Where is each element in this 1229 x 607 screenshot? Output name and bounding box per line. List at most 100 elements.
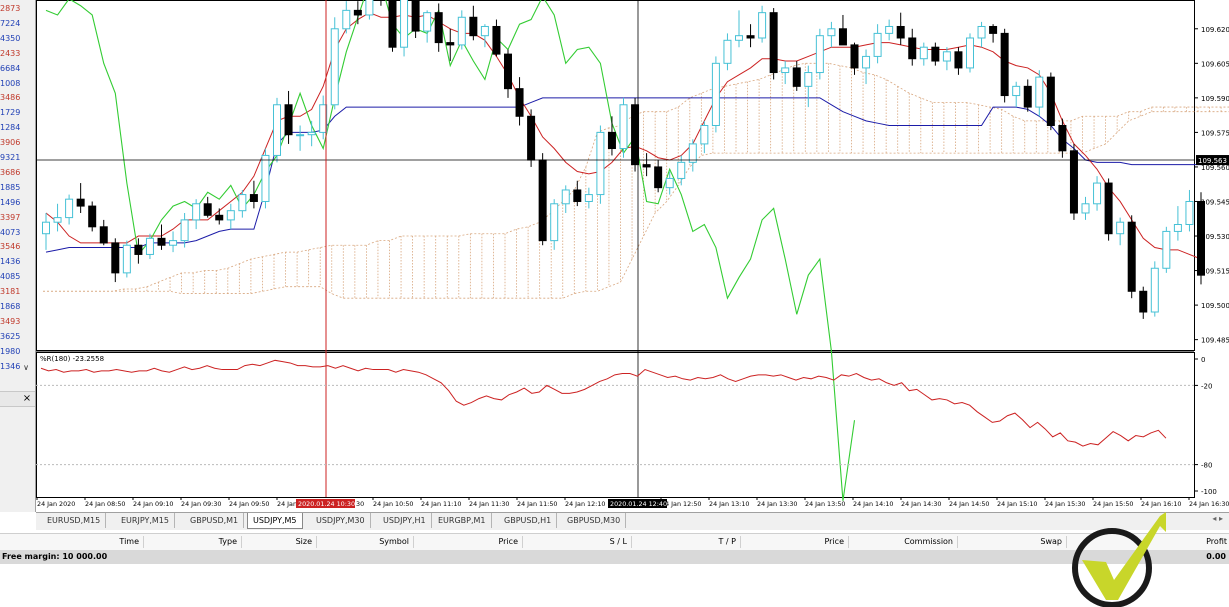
quote-value[interactable]: 1729: [0, 108, 21, 118]
crosshair-time-box-red: [296, 499, 355, 508]
column-header[interactable]: S / L: [609, 537, 627, 546]
candle-body: [954, 51, 963, 69]
quote-value[interactable]: 4085: [0, 272, 21, 282]
column-divider[interactable]: [631, 536, 632, 548]
free-margin-label: Free margin: 10 000.00: [2, 552, 108, 561]
quote-value[interactable]: 3397: [0, 212, 21, 222]
candle-body: [838, 28, 847, 46]
candle-body: [815, 35, 824, 74]
column-header[interactable]: Type: [218, 537, 237, 546]
symbol-tab[interactable]: GBPUSD,M1: [185, 513, 245, 528]
candle-body: [885, 25, 894, 34]
column-divider[interactable]: [413, 536, 414, 548]
column-header[interactable]: Price: [824, 537, 844, 546]
quote-value[interactable]: 3625: [0, 331, 21, 341]
tab-scroll-icon[interactable]: ◂ ▸: [1212, 514, 1223, 523]
quote-value[interactable]: 3493: [0, 316, 21, 326]
candle-body: [53, 217, 62, 223]
column-divider[interactable]: [316, 536, 317, 548]
symbol-tab[interactable]: EURUSD,M15: [42, 513, 107, 528]
quote-value[interactable]: 3906: [0, 138, 21, 148]
column-divider[interactable]: [522, 536, 523, 548]
y-tick-label: 109.545: [1201, 198, 1229, 206]
quote-value[interactable]: 3181: [0, 287, 21, 297]
symbol-tab[interactable]: USDJPY,H1: [378, 513, 432, 528]
candle-body: [607, 131, 616, 150]
candle-body: [76, 198, 85, 207]
quote-value[interactable]: 1980: [0, 346, 21, 356]
quote-value[interactable]: 3486: [0, 93, 21, 103]
close-icon[interactable]: ×: [22, 393, 32, 404]
candle-body: [919, 46, 928, 60]
price-marker-box: [1196, 155, 1229, 166]
x-tick-label: 24 Jan 10:50: [373, 500, 413, 508]
symbol-tab[interactable]: USDJPY,M5: [247, 513, 303, 529]
candle-body: [1023, 85, 1032, 108]
y-tick-label: 109.620: [1201, 26, 1229, 34]
column-divider[interactable]: [143, 536, 144, 548]
y-tick-label: 109.500: [1201, 302, 1229, 310]
quote-value[interactable]: 1436: [0, 257, 21, 267]
symbol-tab[interactable]: USDJPY,M30: [311, 513, 371, 528]
wpr-tick-label: 0: [1201, 356, 1205, 364]
candle-body: [873, 32, 882, 57]
quote-value[interactable]: 1346: [0, 361, 21, 371]
scroll-down-icon[interactable]: ∨: [23, 363, 29, 372]
column-divider[interactable]: [241, 536, 242, 548]
williams-r-line: [40, 359, 1167, 447]
quote-value[interactable]: 4350: [0, 33, 21, 43]
quote-value[interactable]: 3686: [0, 167, 21, 177]
candle-body: [827, 28, 836, 37]
column-divider[interactable]: [1066, 536, 1067, 548]
quote-value[interactable]: 9321: [0, 153, 21, 162]
candle-body: [400, 0, 409, 48]
candle-body: [42, 221, 50, 235]
column-header[interactable]: Profit: [1206, 537, 1227, 546]
y-tick-label: 109.575: [1201, 129, 1229, 137]
candle-body: [492, 25, 501, 55]
candle-body: [758, 12, 767, 39]
candle-body: [1012, 85, 1021, 97]
x-tick-label: 24 Jan 14:50: [949, 500, 989, 508]
candle-body: [307, 131, 316, 136]
symbol-tab[interactable]: EURGBP,M1: [433, 513, 492, 528]
column-header[interactable]: Size: [295, 537, 312, 546]
quote-value[interactable]: 1008: [0, 78, 21, 88]
candle-body: [977, 25, 986, 39]
quote-value[interactable]: 2433: [0, 48, 21, 58]
candle-body: [353, 9, 362, 16]
price-marker-label: 109.563: [1198, 157, 1227, 165]
quote-value[interactable]: 7224: [0, 18, 21, 28]
quote-value[interactable]: 1496: [0, 197, 21, 207]
column-divider[interactable]: [740, 536, 741, 548]
quote-value[interactable]: 4073: [0, 227, 21, 237]
quote-value[interactable]: 6684: [0, 63, 21, 73]
quote-value[interactable]: 1284: [0, 123, 21, 133]
candle-body: [896, 25, 905, 39]
symbol-tab[interactable]: EURJPY,M15: [116, 513, 175, 528]
candle-body: [654, 166, 663, 189]
price-chart[interactable]: 109.620109.605109.590109.575109.560109.5…: [36, 0, 1229, 512]
column-divider[interactable]: [848, 536, 849, 548]
column-header[interactable]: Swap: [1040, 537, 1062, 546]
column-header[interactable]: Time: [119, 537, 139, 546]
candle-body: [1104, 182, 1113, 235]
column-header[interactable]: Commission: [904, 537, 953, 546]
quote-value[interactable]: 1885: [0, 182, 21, 192]
symbol-tab[interactable]: GBPUSD,H1: [499, 513, 558, 528]
free-margin-row: Free margin: 10 000.00 0.00: [0, 550, 1229, 564]
chart-window[interactable]: 109.620 109.605 109.590 109.575 109.560 109.5…: [36, 0, 1229, 514]
chart-background: [36, 0, 1229, 512]
column-header[interactable]: T / P: [718, 537, 737, 546]
candle-body: [434, 12, 443, 44]
quote-value[interactable]: 2873: [0, 4, 21, 13]
wpr-tick-label: -20: [1201, 382, 1212, 390]
candle-body: [134, 244, 143, 255]
column-header[interactable]: Price: [498, 537, 518, 546]
column-header[interactable]: Symbol: [379, 537, 409, 546]
column-divider[interactable]: [957, 536, 958, 548]
symbol-tab[interactable]: GBPUSD,M30: [562, 513, 627, 528]
quote-value[interactable]: 1868: [0, 302, 21, 311]
candle-body: [480, 25, 489, 37]
quote-value[interactable]: 3546: [0, 242, 21, 252]
